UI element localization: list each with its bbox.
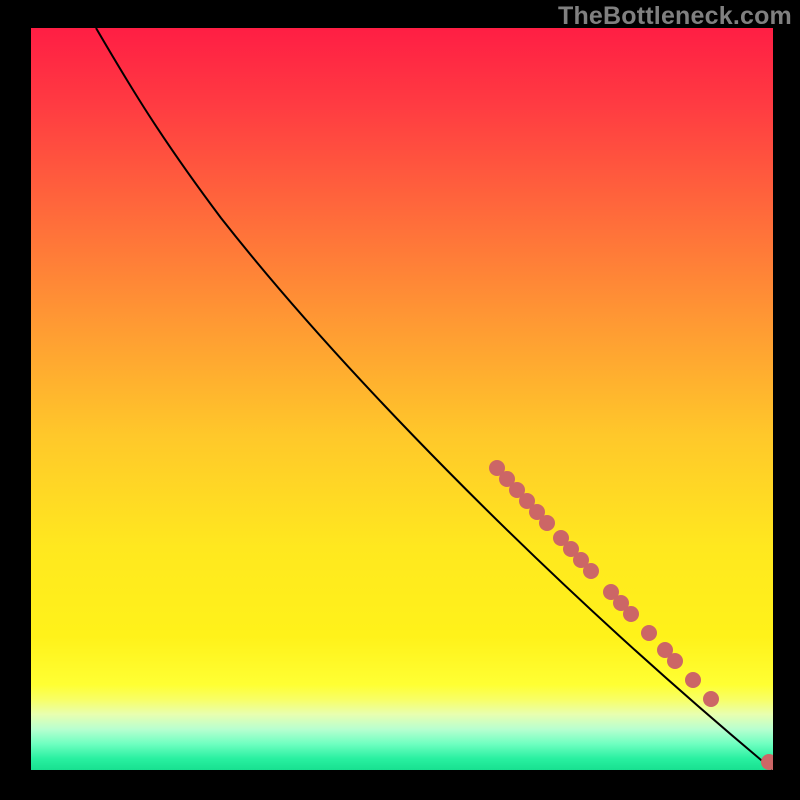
gradient-rect — [31, 28, 773, 770]
marker-point — [641, 625, 657, 641]
watermark-text: TheBottleneck.com — [558, 2, 792, 31]
marker-point — [703, 691, 719, 707]
plot-area — [31, 28, 773, 770]
plot-svg — [31, 28, 773, 770]
marker-point — [667, 653, 683, 669]
marker-point — [623, 606, 639, 622]
stage: TheBottleneck.com — [0, 0, 800, 800]
marker-point — [685, 672, 701, 688]
marker-point — [583, 563, 599, 579]
marker-point — [539, 515, 555, 531]
